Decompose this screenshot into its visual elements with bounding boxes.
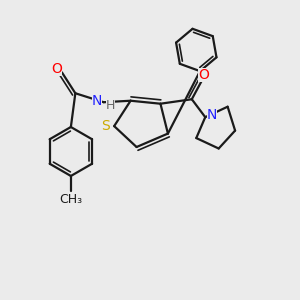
Text: N: N [207,108,217,122]
Text: CH₃: CH₃ [59,193,83,206]
Text: N: N [92,94,102,108]
Text: H: H [106,99,115,112]
Text: O: O [198,68,209,82]
Text: S: S [101,118,110,133]
Text: O: O [51,62,62,76]
